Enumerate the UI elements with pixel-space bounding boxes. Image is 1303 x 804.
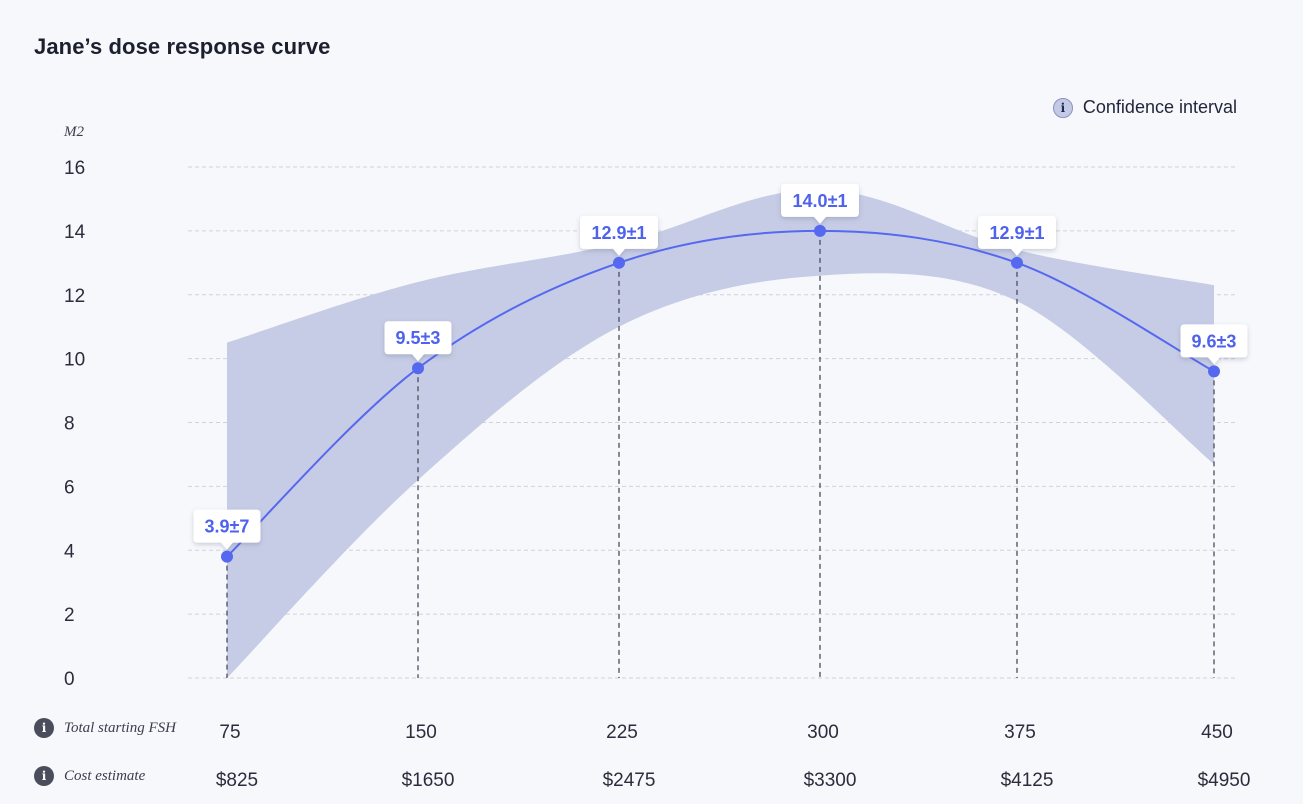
- cost-row-header: i Cost estimate: [34, 766, 145, 786]
- data-point: [613, 256, 625, 269]
- x-tick-label: 225: [606, 722, 638, 743]
- y-tick-label: 6: [64, 477, 75, 498]
- cost-label: $2475: [603, 770, 656, 791]
- x-tick-label: 75: [219, 722, 240, 743]
- y-axis-label: M2: [63, 124, 84, 140]
- x-tick-label: 300: [807, 722, 839, 743]
- data-point: [1208, 365, 1220, 378]
- data-label-bubble: [978, 215, 1056, 256]
- cost-label: $4950: [1198, 770, 1251, 791]
- data-label-bubble: [580, 215, 658, 256]
- y-tick-label: 4: [64, 541, 75, 562]
- data-label-bubble: [1180, 324, 1248, 365]
- data-point: [814, 224, 826, 237]
- data-label: 12.9±1: [592, 223, 647, 243]
- y-tick-label: 0: [64, 669, 75, 690]
- cost-row-label: Cost estimate: [64, 767, 146, 784]
- fsh-row-label: Total starting FSH: [64, 719, 176, 736]
- info-icon[interactable]: i: [1052, 97, 1073, 118]
- data-label-bubble: [384, 321, 452, 362]
- data-point: [1011, 256, 1023, 269]
- cost-label: $4125: [1001, 770, 1054, 791]
- data-label: 9.6±3: [1192, 331, 1237, 351]
- y-tick-label: 12: [64, 286, 85, 307]
- data-label-bubble: [193, 509, 261, 550]
- y-tick-label: 14: [64, 222, 86, 243]
- y-tick-label: 2: [64, 605, 75, 626]
- info-icon[interactable]: i: [34, 718, 54, 738]
- data-label: 3.9±7: [205, 517, 250, 537]
- x-tick-label: 450: [1201, 722, 1233, 743]
- data-label: 9.5±3: [396, 328, 441, 348]
- fsh-row-header: i Total starting FSH: [34, 718, 176, 738]
- data-label-bubble: [781, 183, 859, 224]
- cost-label: $825: [216, 770, 258, 791]
- cost-label: $3300: [804, 770, 857, 791]
- cost-label: $1650: [402, 770, 455, 791]
- y-tick-label: 16: [64, 158, 85, 179]
- x-tick-label: 375: [1004, 722, 1036, 743]
- data-label: 12.9±1: [990, 223, 1045, 243]
- data-point: [221, 550, 233, 563]
- x-tick-label: 150: [405, 722, 437, 743]
- data-label: 14.0±1: [793, 191, 848, 211]
- y-tick-label: 8: [64, 414, 75, 435]
- info-icon[interactable]: i: [34, 766, 54, 786]
- y-tick-label: 10: [64, 350, 85, 371]
- series-line: [226, 229, 1215, 558]
- legend: i Confidence interval: [1052, 97, 1237, 118]
- confidence-band: [227, 189, 1214, 678]
- chart-title: Jane’s dose response curve: [34, 34, 331, 59]
- data-point: [412, 362, 424, 375]
- legend-label: Confidence interval: [1082, 97, 1237, 117]
